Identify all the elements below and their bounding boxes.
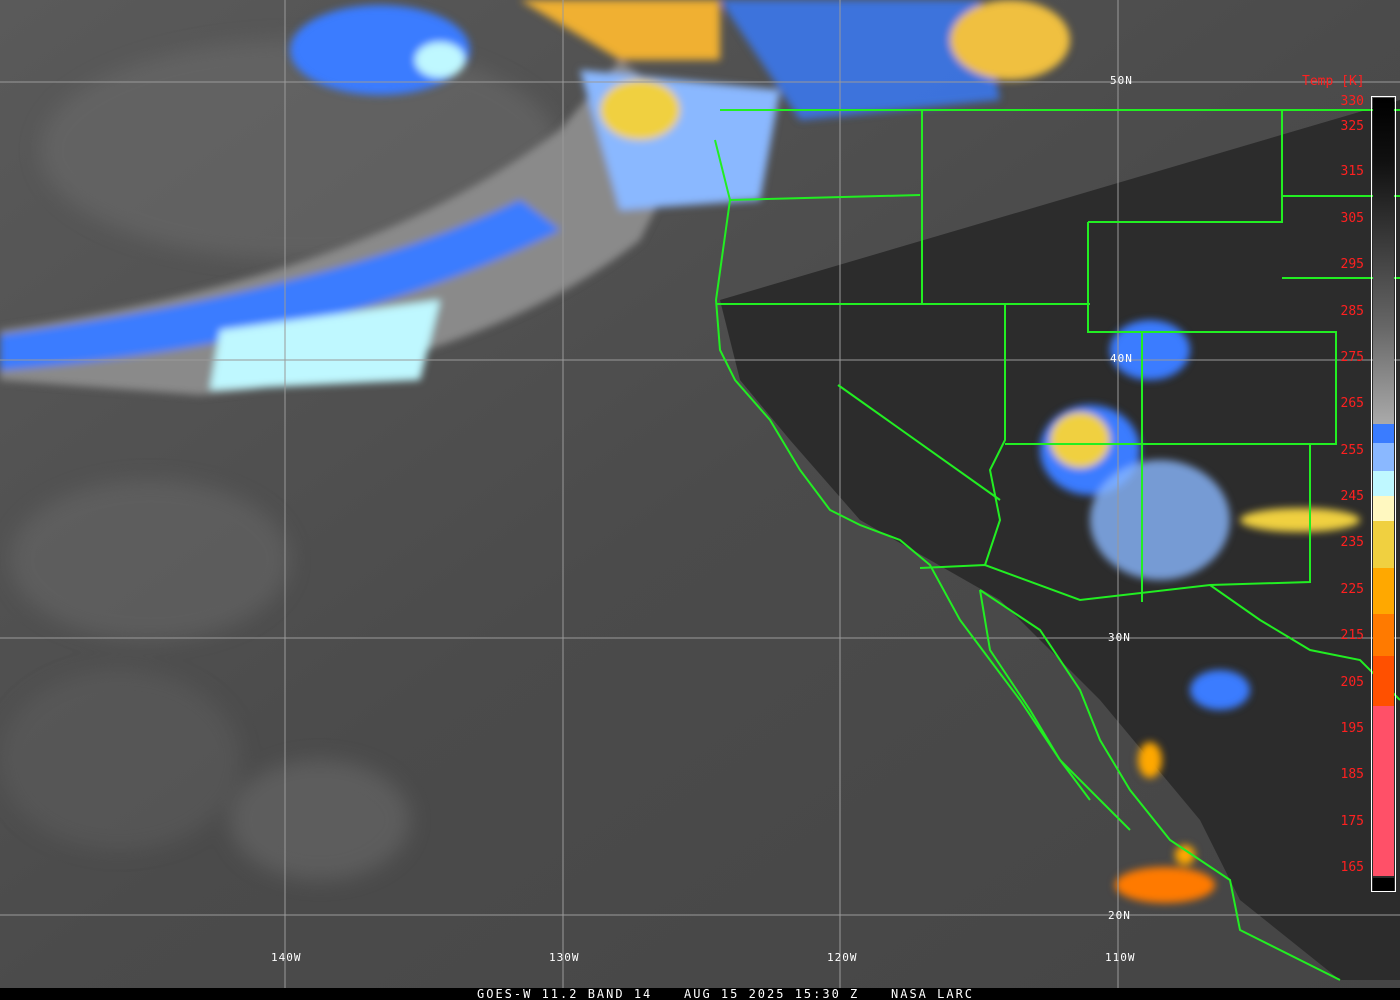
colorbar-title: Temp [K] (1302, 74, 1365, 89)
colorbar-tick-label: 175 (1340, 814, 1364, 829)
political-boundaries (714, 109, 1400, 981)
colorbar-pink-segment (1373, 706, 1394, 876)
colorbar-tick-label: 265 (1340, 396, 1364, 411)
datetime-label: AUG 15 2025 15:30 Z (684, 987, 860, 1000)
colorbar-tick-label: 255 (1340, 443, 1364, 458)
colorbar-tick-label: 165 (1340, 860, 1364, 875)
colorbar-tick-label: 305 (1340, 211, 1364, 226)
colorbar-tick-label: 195 (1340, 721, 1364, 736)
colorbar-tick-label: 325 (1340, 119, 1364, 134)
colorbar-tick-label: 185 (1340, 767, 1364, 782)
colorbar-gray-segment (1373, 98, 1394, 424)
colorbar-orange-segment (1373, 568, 1394, 614)
credit-label: NASA LARC (891, 987, 975, 1000)
colorbar-black-segment (1373, 878, 1394, 891)
lon-label-140w: 140W (271, 951, 302, 964)
satellite-band-label: GOES-W 11.2 BAND 14 (477, 987, 653, 1000)
colorbar-tick-label: 245 (1340, 489, 1364, 504)
temperature-colorbar (1371, 96, 1396, 892)
colorbar-cyan-segment (1373, 471, 1394, 496)
colorbar-tick-label: 215 (1340, 628, 1364, 643)
colorbar-tick-label: 275 (1340, 350, 1364, 365)
colorbar-lightblue-segment (1373, 443, 1394, 471)
lat-label-20n: 20N (1108, 909, 1131, 922)
lon-label-120w: 120W (827, 951, 858, 964)
colorbar-tick-label: 235 (1340, 535, 1364, 550)
lat-label-50n: 50N (1110, 74, 1133, 87)
land-area (720, 100, 1400, 980)
cloud-band (0, 0, 1360, 903)
colorbar-tick-label: 285 (1340, 304, 1364, 319)
lat-label-30n: 30N (1108, 631, 1131, 644)
lat-label-40n: 40N (1110, 352, 1133, 365)
lon-label-110w: 110W (1105, 951, 1136, 964)
colorbar-tick-label: 315 (1340, 164, 1364, 179)
lon-label-130w: 130W (549, 951, 580, 964)
colorbar-tick-label: 330 (1340, 94, 1364, 109)
marine-clouds (0, 40, 560, 880)
colorbar-blue-segment (1373, 424, 1394, 443)
colorbar-tick-label: 225 (1340, 582, 1364, 597)
colorbar-tick-label: 295 (1340, 257, 1364, 272)
colorbar-paleyellow-segment (1373, 496, 1394, 521)
colorbar-redorange-segment (1373, 656, 1394, 706)
colorbar-darkorange-segment (1373, 614, 1394, 656)
colorbar-tick-label: 205 (1340, 675, 1364, 690)
colorbar-yellow-segment (1373, 521, 1394, 568)
image-caption-bar: GOES-W 11.2 BAND 14 AUG 15 2025 15:30 Z … (0, 988, 1400, 1000)
